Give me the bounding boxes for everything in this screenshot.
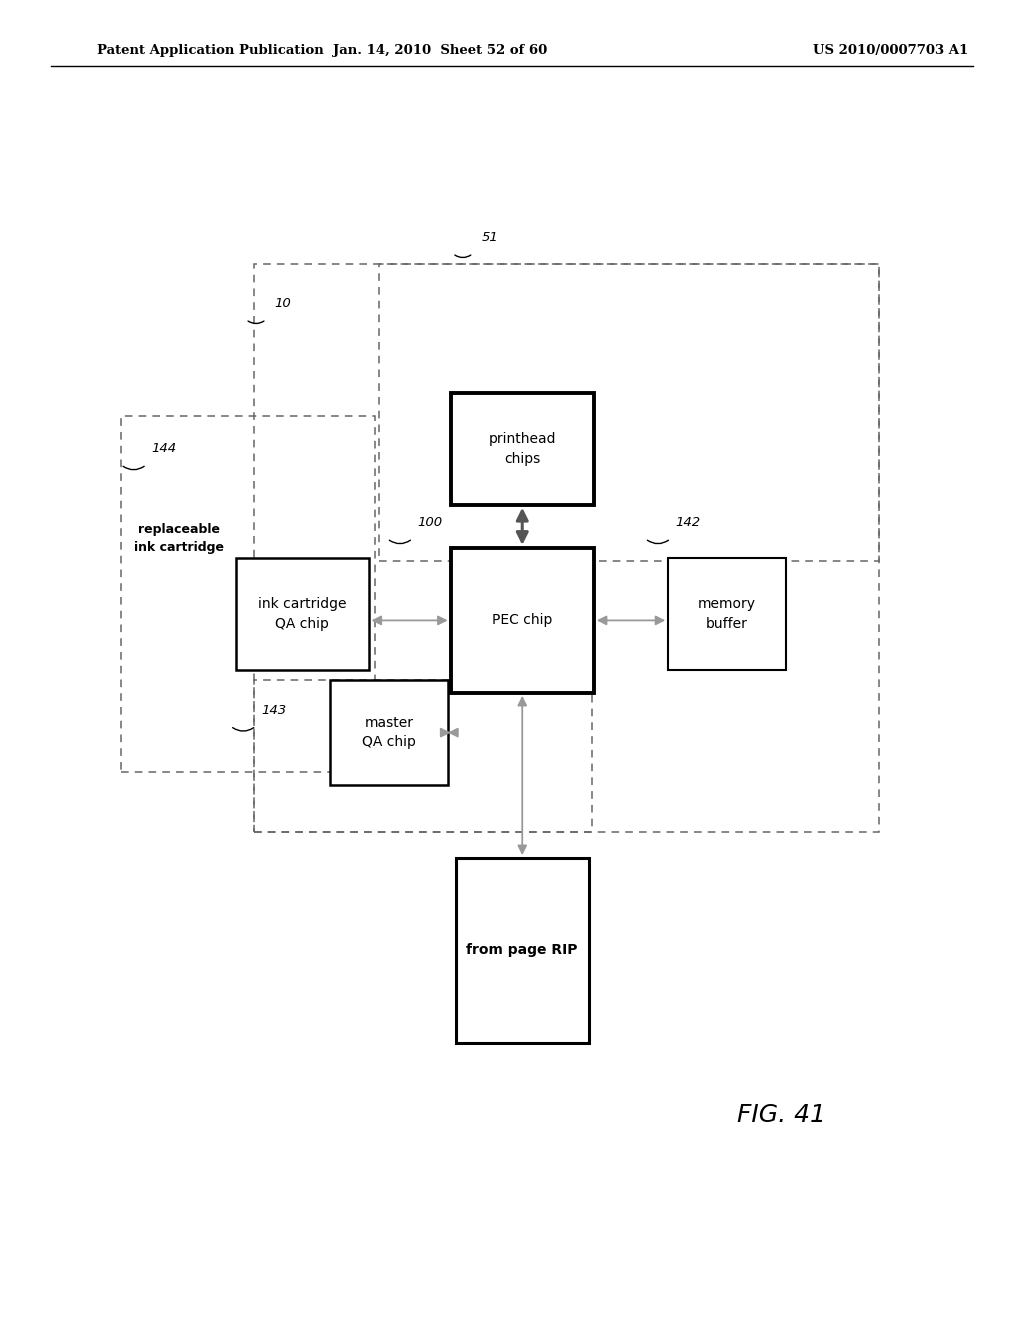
Text: 100: 100	[418, 516, 443, 529]
Text: ink cartridge
QA chip: ink cartridge QA chip	[258, 597, 346, 631]
Text: Patent Application Publication: Patent Application Publication	[97, 44, 324, 57]
Bar	[451, 393, 594, 504]
Text: from page RIP: from page RIP	[467, 944, 578, 957]
Text: master
QA chip: master QA chip	[362, 715, 416, 750]
Bar	[254, 264, 879, 832]
Text: replaceable
ink cartridge: replaceable ink cartridge	[134, 523, 224, 554]
Bar	[236, 557, 369, 671]
Bar	[379, 264, 879, 561]
Text: printhead
chips: printhead chips	[488, 432, 556, 466]
Text: 10: 10	[274, 297, 291, 310]
Text: FIG. 41: FIG. 41	[737, 1104, 826, 1127]
Text: 142: 142	[676, 516, 701, 529]
Text: 51: 51	[481, 231, 498, 244]
Bar	[456, 858, 589, 1043]
Text: Jan. 14, 2010  Sheet 52 of 60: Jan. 14, 2010 Sheet 52 of 60	[333, 44, 548, 57]
Bar	[330, 680, 449, 785]
Bar	[254, 680, 592, 832]
Bar	[668, 557, 786, 671]
Bar	[451, 548, 594, 693]
Bar	[121, 416, 375, 772]
Text: PEC chip: PEC chip	[493, 614, 552, 627]
Text: US 2010/0007703 A1: US 2010/0007703 A1	[813, 44, 969, 57]
Text: 143: 143	[261, 704, 287, 717]
Text: memory
buffer: memory buffer	[698, 597, 756, 631]
Text: 144: 144	[152, 442, 177, 455]
